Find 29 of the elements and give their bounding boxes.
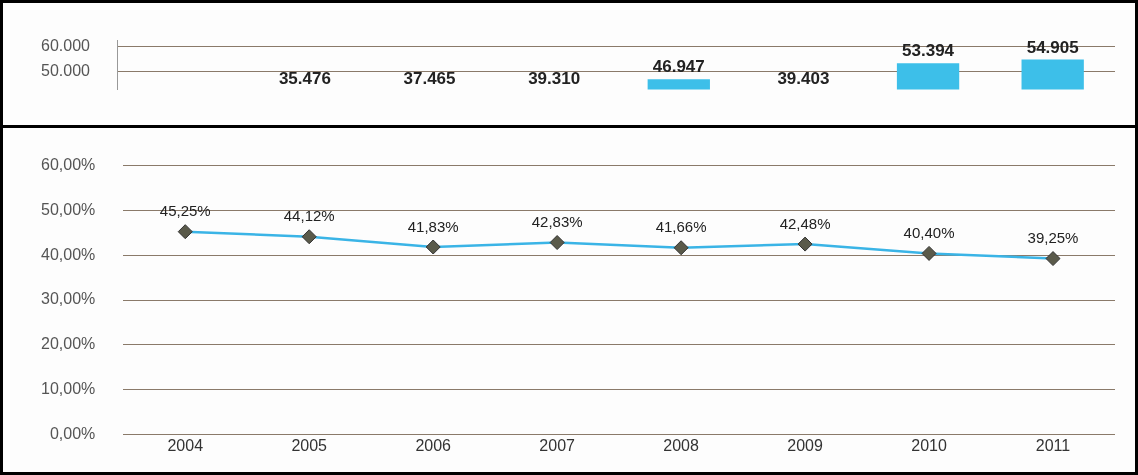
x-tick-label: 2009 [787, 437, 823, 455]
data-label: 42,48% [779, 214, 831, 232]
y-tick-label: 50.000 [41, 61, 91, 79]
y-tick-label: 40,00% [41, 245, 96, 263]
x-tick-label: 2006 [415, 437, 452, 455]
x-tick-label: 2008 [663, 437, 700, 455]
y-tick-label: 30,00% [41, 290, 96, 308]
y-tick-label: 0,00% [49, 424, 96, 442]
x-tick-label: 2007 [539, 437, 576, 455]
y-tick-label: 10,00% [41, 380, 96, 398]
y-tick-label: 50,00% [41, 200, 96, 218]
x-tick-label: 2004 [167, 437, 204, 455]
data-label: 53.394 [902, 41, 955, 61]
text: 39.310 [528, 68, 581, 88]
text: 39.403 [777, 68, 830, 88]
text: 35.476 [278, 68, 331, 88]
data-label: 44,12% [283, 207, 335, 225]
data-label: 41,83% [407, 217, 459, 235]
data-label: 40,40% [903, 224, 955, 242]
data-label: 39,25% [1027, 229, 1079, 247]
data-label: 41,66% [655, 218, 707, 236]
x-tick-label: 2005 [291, 437, 328, 455]
y-tick-label: 60,00% [41, 156, 96, 174]
y-tick-label: 20,00% [41, 335, 96, 353]
y-tick-label: 60.000 [41, 37, 91, 55]
text: 37.465 [403, 68, 456, 88]
x-tick-label: 2011 [1035, 437, 1071, 455]
data-label: 42,83% [531, 213, 583, 231]
x-tick-label: 2010 [911, 437, 947, 455]
